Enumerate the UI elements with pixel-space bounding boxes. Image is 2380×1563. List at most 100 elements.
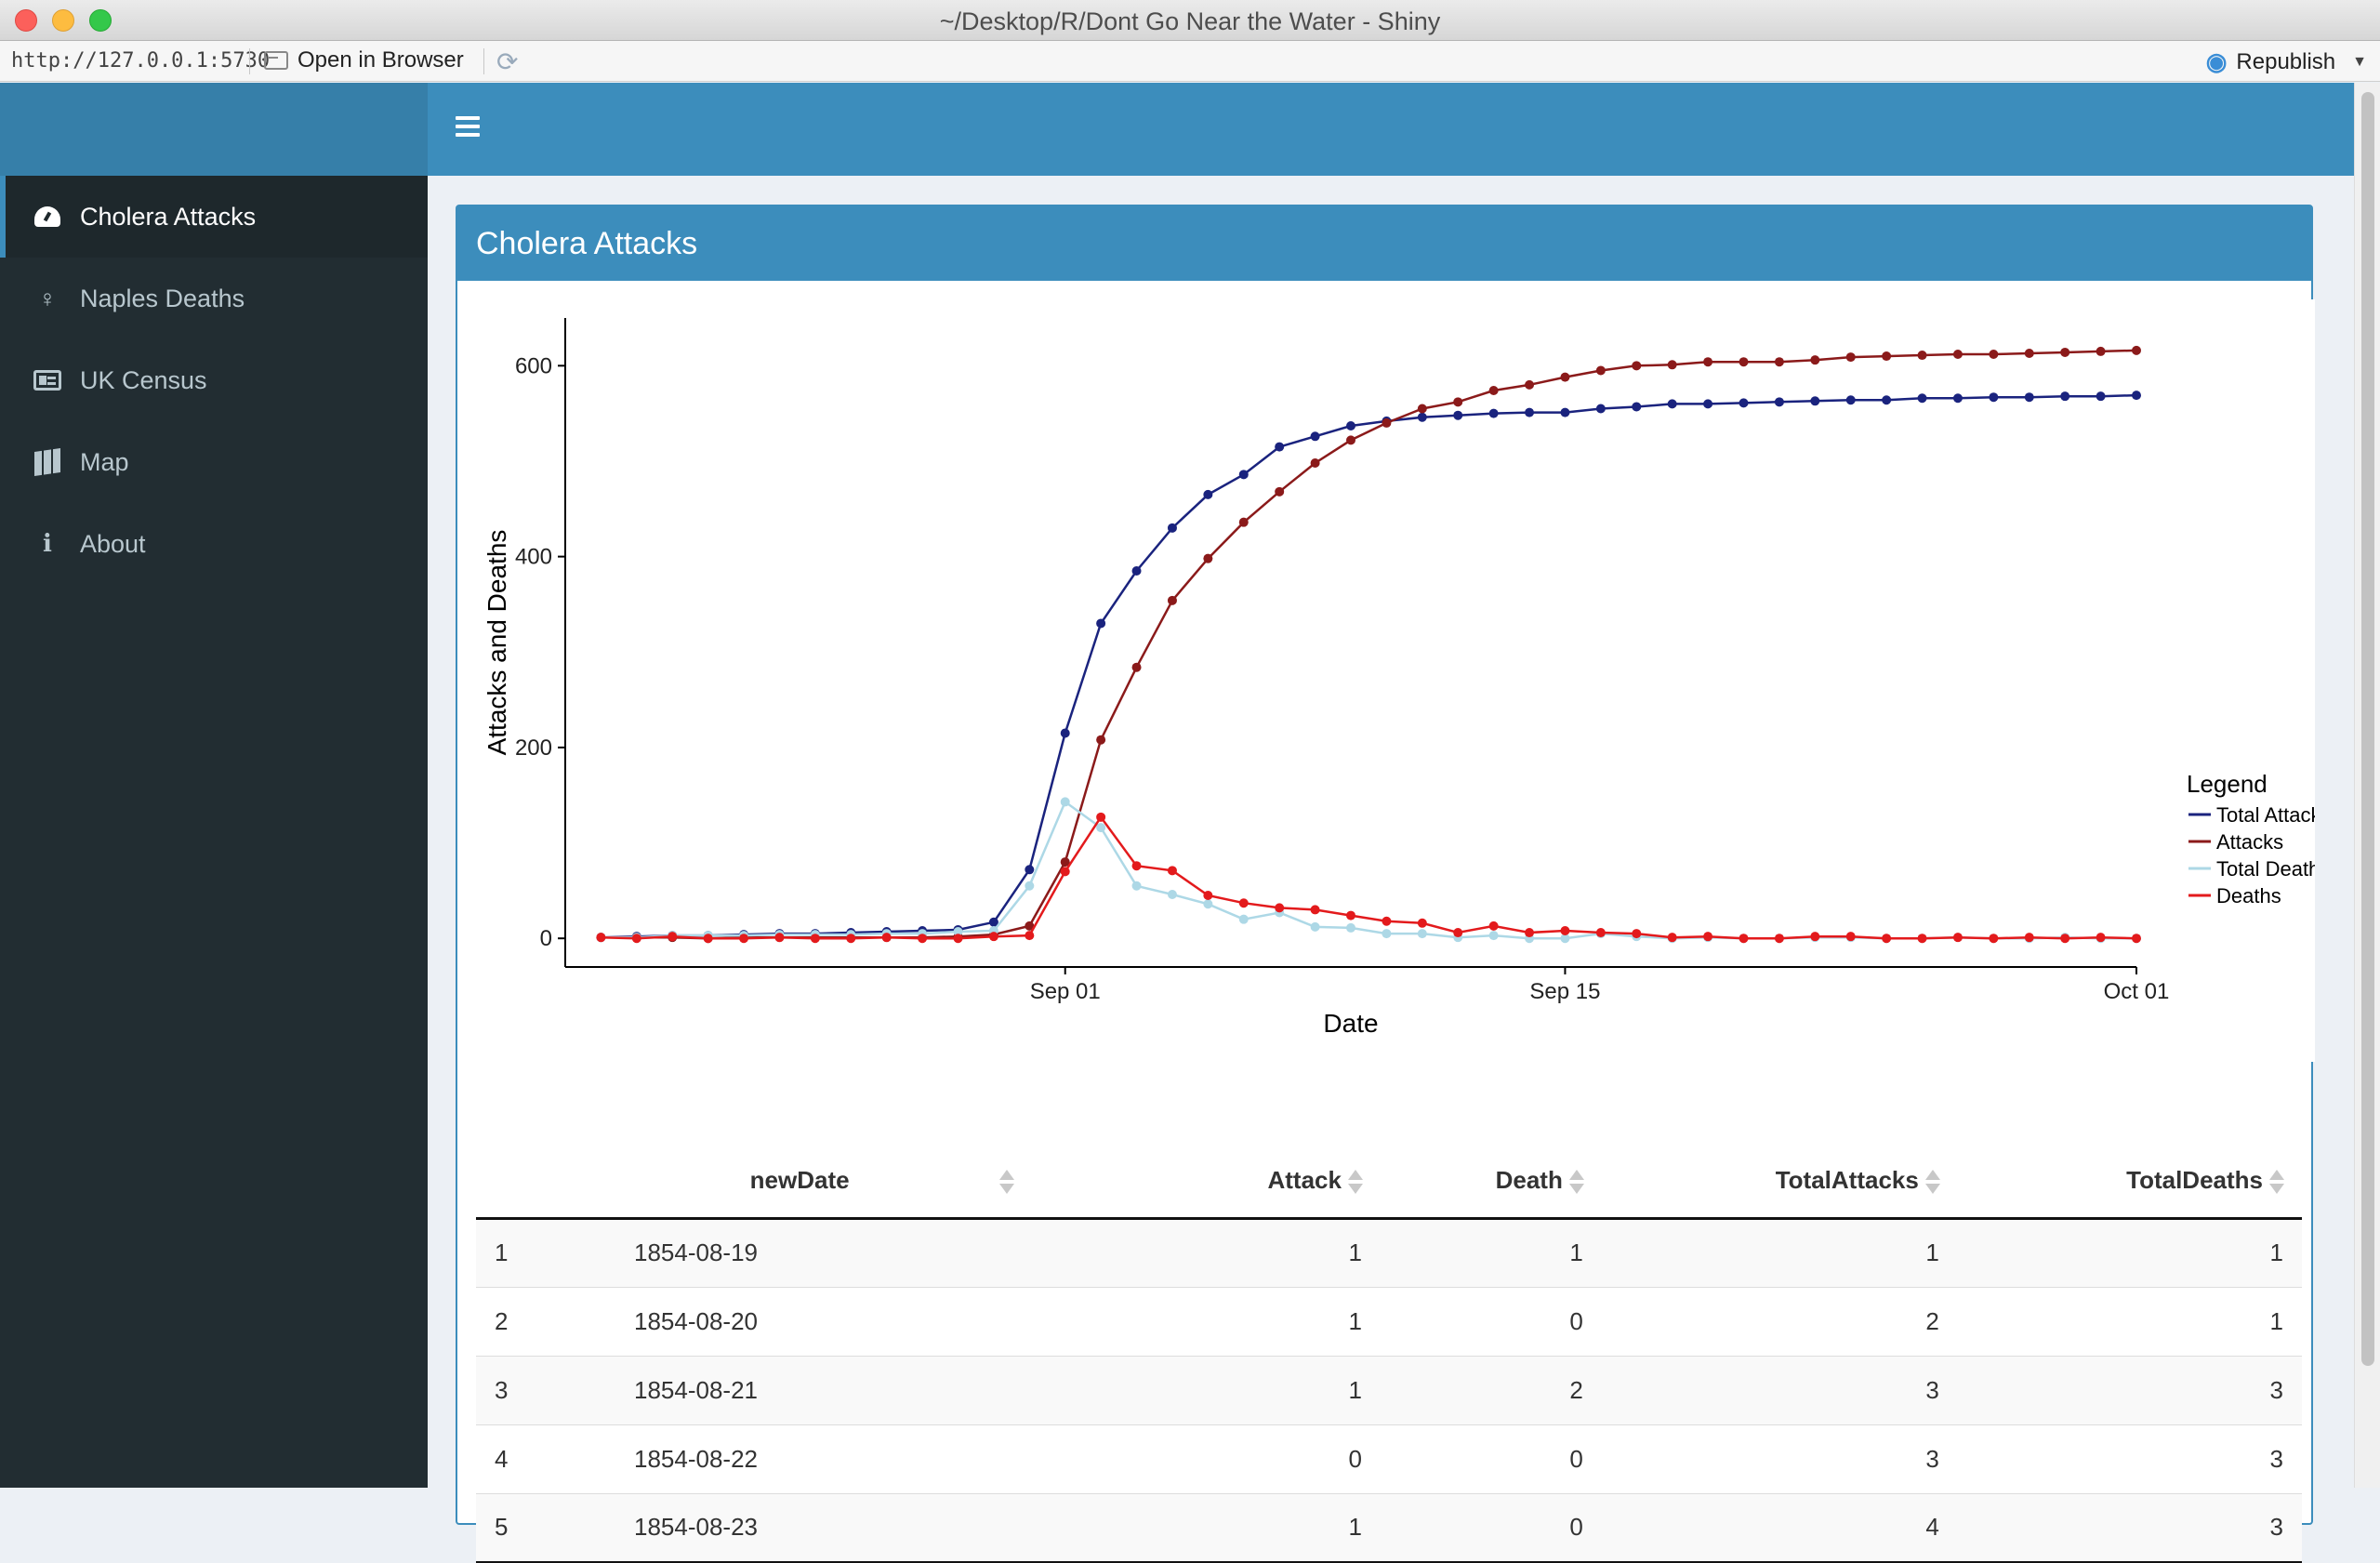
- data-point-attacks: [1739, 357, 1749, 367]
- column-header-newdate[interactable]: newDate: [615, 1144, 1148, 1220]
- chart-legend: Legend Total Attacks Attacks Total Deaths De…: [2187, 770, 2332, 907]
- cell-newdate: 1854-08-23: [615, 1493, 1148, 1563]
- minimize-window-button[interactable]: [52, 9, 74, 32]
- data-point-attacks: [1096, 735, 1106, 745]
- table-row[interactable]: 2 1854-08-20 1 0 2 1: [476, 1287, 2302, 1357]
- sort-icon[interactable]: [1347, 1169, 1363, 1195]
- sort-icon[interactable]: [1924, 1169, 1940, 1195]
- y-tick-label: 600: [515, 353, 552, 378]
- cell-death: 0: [1380, 1493, 1602, 1563]
- column-header-totalattacks[interactable]: TotalAttacks: [1601, 1144, 1958, 1220]
- table-row[interactable]: 3 1854-08-21 1 2 3 3: [476, 1356, 2302, 1425]
- sidebar-toggle-icon[interactable]: [456, 116, 480, 137]
- publish-icon: ◉: [2205, 47, 2228, 75]
- row-id: 4: [476, 1424, 615, 1494]
- column-header-death[interactable]: Death: [1380, 1144, 1602, 1220]
- data-point-total-attacks: [1774, 397, 1784, 407]
- data-point-deaths: [1952, 933, 1963, 943]
- data-point-total-attacks: [1453, 410, 1463, 420]
- data-point-attacks: [1060, 857, 1070, 868]
- data-point-deaths: [2132, 934, 2141, 944]
- column-header-rowid: [476, 1144, 615, 1220]
- data-point-deaths: [1703, 932, 1713, 942]
- scrollbar-thumb[interactable]: [2361, 92, 2374, 1366]
- data-point-deaths: [918, 934, 928, 944]
- cell-newdate: 1854-08-19: [615, 1218, 1148, 1288]
- cell-totaldeaths: 3: [1957, 1356, 2302, 1425]
- data-point-attacks: [1167, 595, 1177, 605]
- republish-label: Republish: [2236, 48, 2336, 74]
- data-point-deaths: [739, 934, 749, 944]
- data-point-total-attacks: [1525, 407, 1535, 417]
- table-row[interactable]: 4 1854-08-22 0 0 3 3: [476, 1424, 2302, 1494]
- cell-totalattacks: 3: [1601, 1424, 1958, 1494]
- cell-attack: 1: [1147, 1218, 1381, 1288]
- info-icon: i: [43, 530, 52, 558]
- data-point-deaths: [881, 933, 892, 943]
- sort-icon[interactable]: [1568, 1169, 1584, 1195]
- data-point-deaths: [1275, 903, 1285, 913]
- data-point-deaths: [1346, 910, 1355, 921]
- main-content: Cholera Attacks 0 200 400 600 Sep 01 Sep 15 Oc…: [428, 176, 2354, 1563]
- sidebar-item-naples-deaths[interactable]: ♀ Naples Deaths: [0, 258, 428, 339]
- data-point-attacks: [1560, 372, 1570, 382]
- logo-area: [0, 83, 428, 176]
- chart-axes: 0 200 400 600 Sep 01 Sep 15 Oct 01 Date Attacks …: [483, 318, 2169, 1038]
- data-point-attacks: [1417, 404, 1427, 414]
- data-point-total-deaths: [1203, 899, 1213, 909]
- data-point-attacks: [1131, 662, 1142, 672]
- data-point-deaths: [1882, 934, 1892, 944]
- chevron-down-icon[interactable]: ▼: [2352, 53, 2367, 70]
- data-point-deaths: [1131, 861, 1142, 871]
- data-point-total-attacks: [1952, 393, 1963, 404]
- data-point-attacks: [1845, 352, 1856, 363]
- data-point-total-attacks: [1346, 420, 1355, 430]
- data-point-total-deaths: [1310, 921, 1320, 932]
- data-point-total-attacks: [2132, 391, 2141, 401]
- sidebar-item-uk-census[interactable]: UK Census: [0, 339, 428, 421]
- x-tick-label: Oct 01: [2104, 979, 2170, 1004]
- data-point-total-attacks: [1417, 412, 1427, 422]
- table-row[interactable]: 5 1854-08-23 1 0 4 3: [476, 1493, 2302, 1563]
- data-point-attacks: [1952, 350, 1963, 360]
- legend-label: Deaths: [2216, 884, 2281, 907]
- open-in-browser-button[interactable]: Open in Browser: [264, 47, 464, 73]
- female-icon: ♀: [38, 284, 57, 312]
- sidebar-item-about[interactable]: i About: [0, 503, 428, 585]
- data-point-attacks: [1025, 921, 1035, 931]
- sort-icon[interactable]: [2268, 1169, 2284, 1195]
- sidebar-item-label: Map: [80, 447, 129, 476]
- republish-button[interactable]: ◉ Republish ▼: [2206, 47, 2367, 76]
- data-point-total-deaths: [1560, 934, 1570, 944]
- close-window-button[interactable]: [15, 9, 37, 32]
- data-point-deaths: [1453, 928, 1463, 938]
- shiny-dashboard: Cholera Attacks ♀ Naples Deaths UK Censu…: [0, 83, 2380, 1563]
- cholera-attacks-box: Cholera Attacks 0 200 400 600 Sep 01 Sep 15 Oc…: [456, 205, 2332, 1563]
- cholera-chart: 0 200 400 600 Sep 01 Sep 15 Oct 01 Date Attacks …: [465, 299, 2332, 1062]
- data-point-attacks: [1382, 417, 1392, 428]
- page-scrollbar[interactable]: [2354, 83, 2380, 1488]
- series-line-deaths: [601, 815, 2137, 940]
- refresh-icon[interactable]: ⟳: [496, 47, 519, 76]
- sidebar-item-map[interactable]: Map: [0, 421, 428, 503]
- cell-death: 0: [1380, 1424, 1602, 1494]
- column-header-attack[interactable]: Attack: [1147, 1144, 1381, 1220]
- data-point-total-attacks: [1310, 431, 1320, 442]
- data-point-attacks: [1595, 365, 1606, 376]
- column-header-totaldeaths[interactable]: TotalDeaths: [1957, 1144, 2302, 1220]
- data-point-deaths: [1632, 929, 1642, 939]
- data-point-total-attacks: [1667, 399, 1677, 409]
- data-point-attacks: [1453, 397, 1463, 407]
- x-axis-title: Date: [1323, 1009, 1378, 1038]
- table-row[interactable]: 1 1854-08-19 1 1 1 1: [476, 1218, 2302, 1288]
- data-point-attacks: [1667, 360, 1677, 370]
- data-point-total-attacks: [1488, 408, 1499, 418]
- zoom-window-button[interactable]: [89, 9, 112, 32]
- data-point-deaths: [1096, 812, 1106, 822]
- data-point-total-deaths: [1131, 881, 1142, 891]
- sidebar-item-cholera-attacks[interactable]: Cholera Attacks: [0, 176, 428, 258]
- data-point-deaths: [1060, 867, 1070, 877]
- cell-totaldeaths: 1: [1957, 1287, 2302, 1357]
- sort-icon[interactable]: [998, 1169, 1014, 1195]
- data-point-attacks: [2132, 345, 2141, 355]
